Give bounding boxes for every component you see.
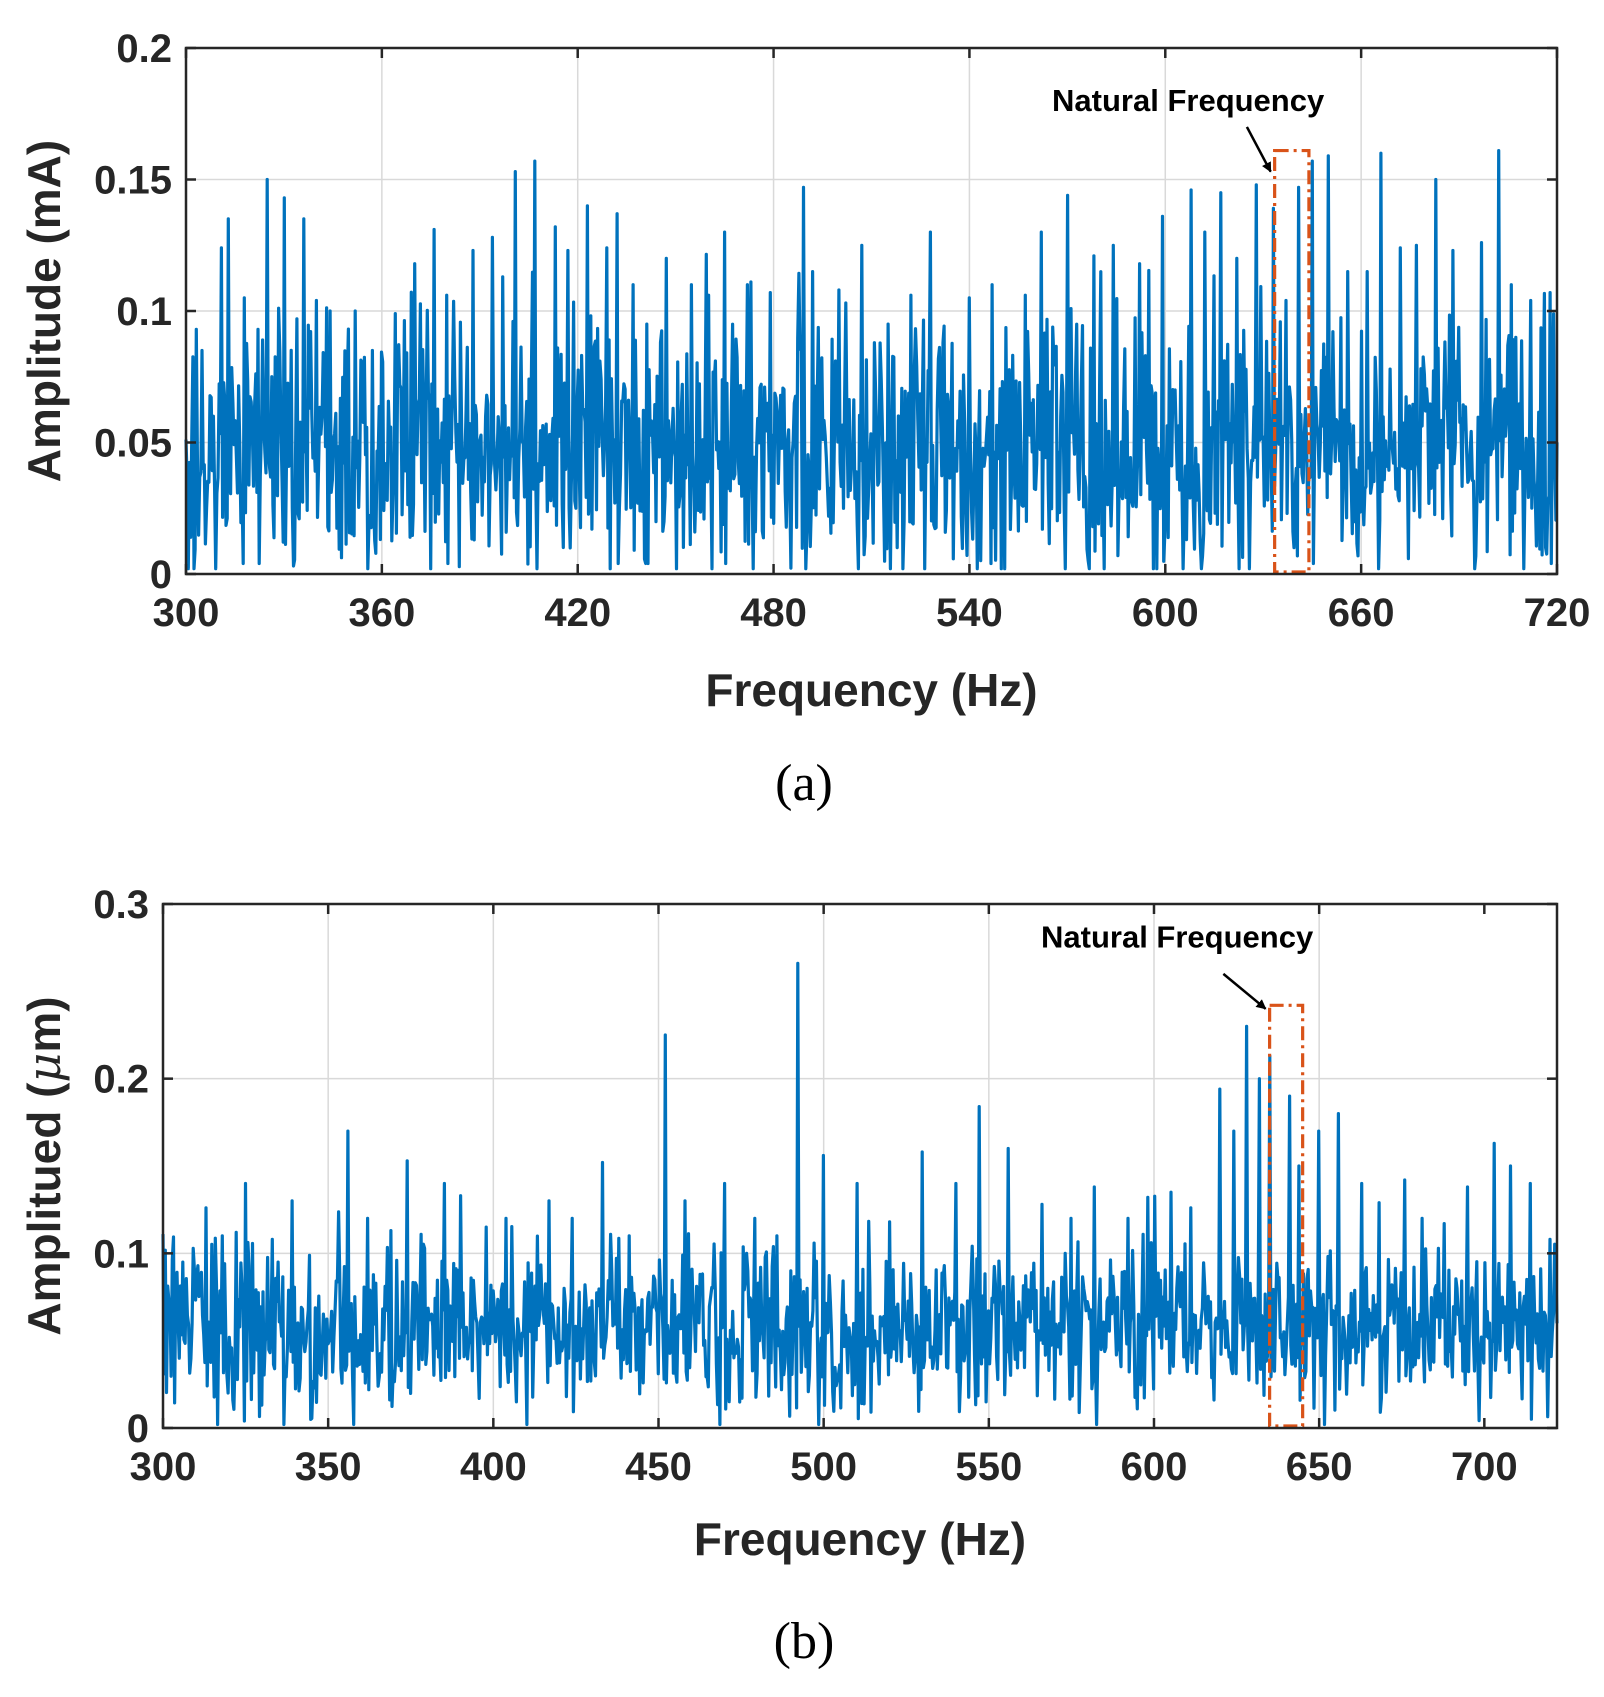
chart-a-panel-label: (a): [775, 755, 833, 812]
chart-b-panel-label: (b): [774, 1613, 835, 1670]
natural-frequency-label: Natural Frequency: [1041, 920, 1314, 955]
x-tick-label: 480: [740, 591, 807, 635]
spectrum-line: [161, 961, 1559, 1427]
natural-frequency-box: [1273, 148, 1311, 574]
chart-a-ticks: 300 360 420 480 540 600 660 720 0 0.05 0.1 0.15 0.2: [94, 27, 1590, 635]
x-tick-label: 500: [790, 1445, 857, 1489]
chart-b-annotation: Natural Frequency: [1041, 920, 1314, 1428]
y-tick-label: 0.15: [94, 159, 172, 203]
x-tick-label: 350: [295, 1445, 362, 1489]
natural-frequency-label: Natural Frequency: [1052, 83, 1325, 118]
x-tick-label: 600: [1132, 591, 1199, 635]
chart-a: Natural Frequency 300 360 420 480 540 600 660 7…: [18, 27, 1590, 812]
y-tick-label: 0.1: [116, 290, 172, 334]
x-tick-label: 700: [1451, 1445, 1518, 1489]
y-tick-label: 0.2: [116, 27, 172, 71]
x-tick-label: 400: [460, 1445, 527, 1489]
y-tick-label: 0.05: [94, 422, 172, 466]
y-tick-label: 0.2: [93, 1058, 149, 1102]
spectrum-line: [184, 149, 1559, 571]
y-tick-label: 0: [150, 553, 172, 597]
natural-frequency-arrow: [1222, 972, 1267, 1010]
chart-b-y-axis-label-suffix: m): [18, 996, 70, 1052]
x-tick-label: 660: [1328, 591, 1395, 635]
x-tick-label: 360: [348, 591, 415, 635]
chart-a-series: [184, 149, 1559, 571]
natural-frequency-box: [1268, 1003, 1305, 1428]
y-tick-label: 0: [127, 1407, 149, 1451]
x-tick-label: 450: [625, 1445, 692, 1489]
y-tick-label: 0.1: [93, 1232, 149, 1276]
x-tick-label: 550: [955, 1445, 1022, 1489]
chart-a-annotation: Natural Frequency: [1052, 83, 1325, 574]
x-tick-label: 420: [544, 591, 611, 635]
x-tick-label: 600: [1121, 1445, 1188, 1489]
chart-b-y-axis-label-prefix: Amplitued (: [18, 1082, 70, 1336]
chart-b-plot-frame: [161, 902, 1559, 1430]
x-tick-label: 300: [130, 1445, 197, 1489]
natural-frequency-arrow: [1245, 126, 1272, 173]
chart-b-y-axis-label: Amplitued (μm): [17, 996, 71, 1335]
x-tick-label: 650: [1286, 1445, 1353, 1489]
chart-b-series: [161, 961, 1559, 1427]
chart-a-y-axis-label: Amplitude (mA): [18, 140, 70, 482]
y-tick-label: 0.3: [93, 883, 149, 927]
chart-a-x-axis-label: Frequency (Hz): [705, 664, 1037, 716]
chart-b-y-axis-label-mu: μ: [17, 1053, 71, 1083]
chart-b-x-axis-label: Frequency (Hz): [694, 1513, 1026, 1565]
x-tick-label: 720: [1524, 591, 1591, 635]
chart-b: Natural Frequency 300 350 400 450 500 550 600 6…: [17, 883, 1559, 1670]
x-tick-label: 300: [153, 591, 220, 635]
x-tick-label: 540: [936, 591, 1003, 635]
chart-b-ticks: 300 350 400 450 500 550 600 650 700 0 0.1 0.2 0.3: [93, 883, 1557, 1489]
